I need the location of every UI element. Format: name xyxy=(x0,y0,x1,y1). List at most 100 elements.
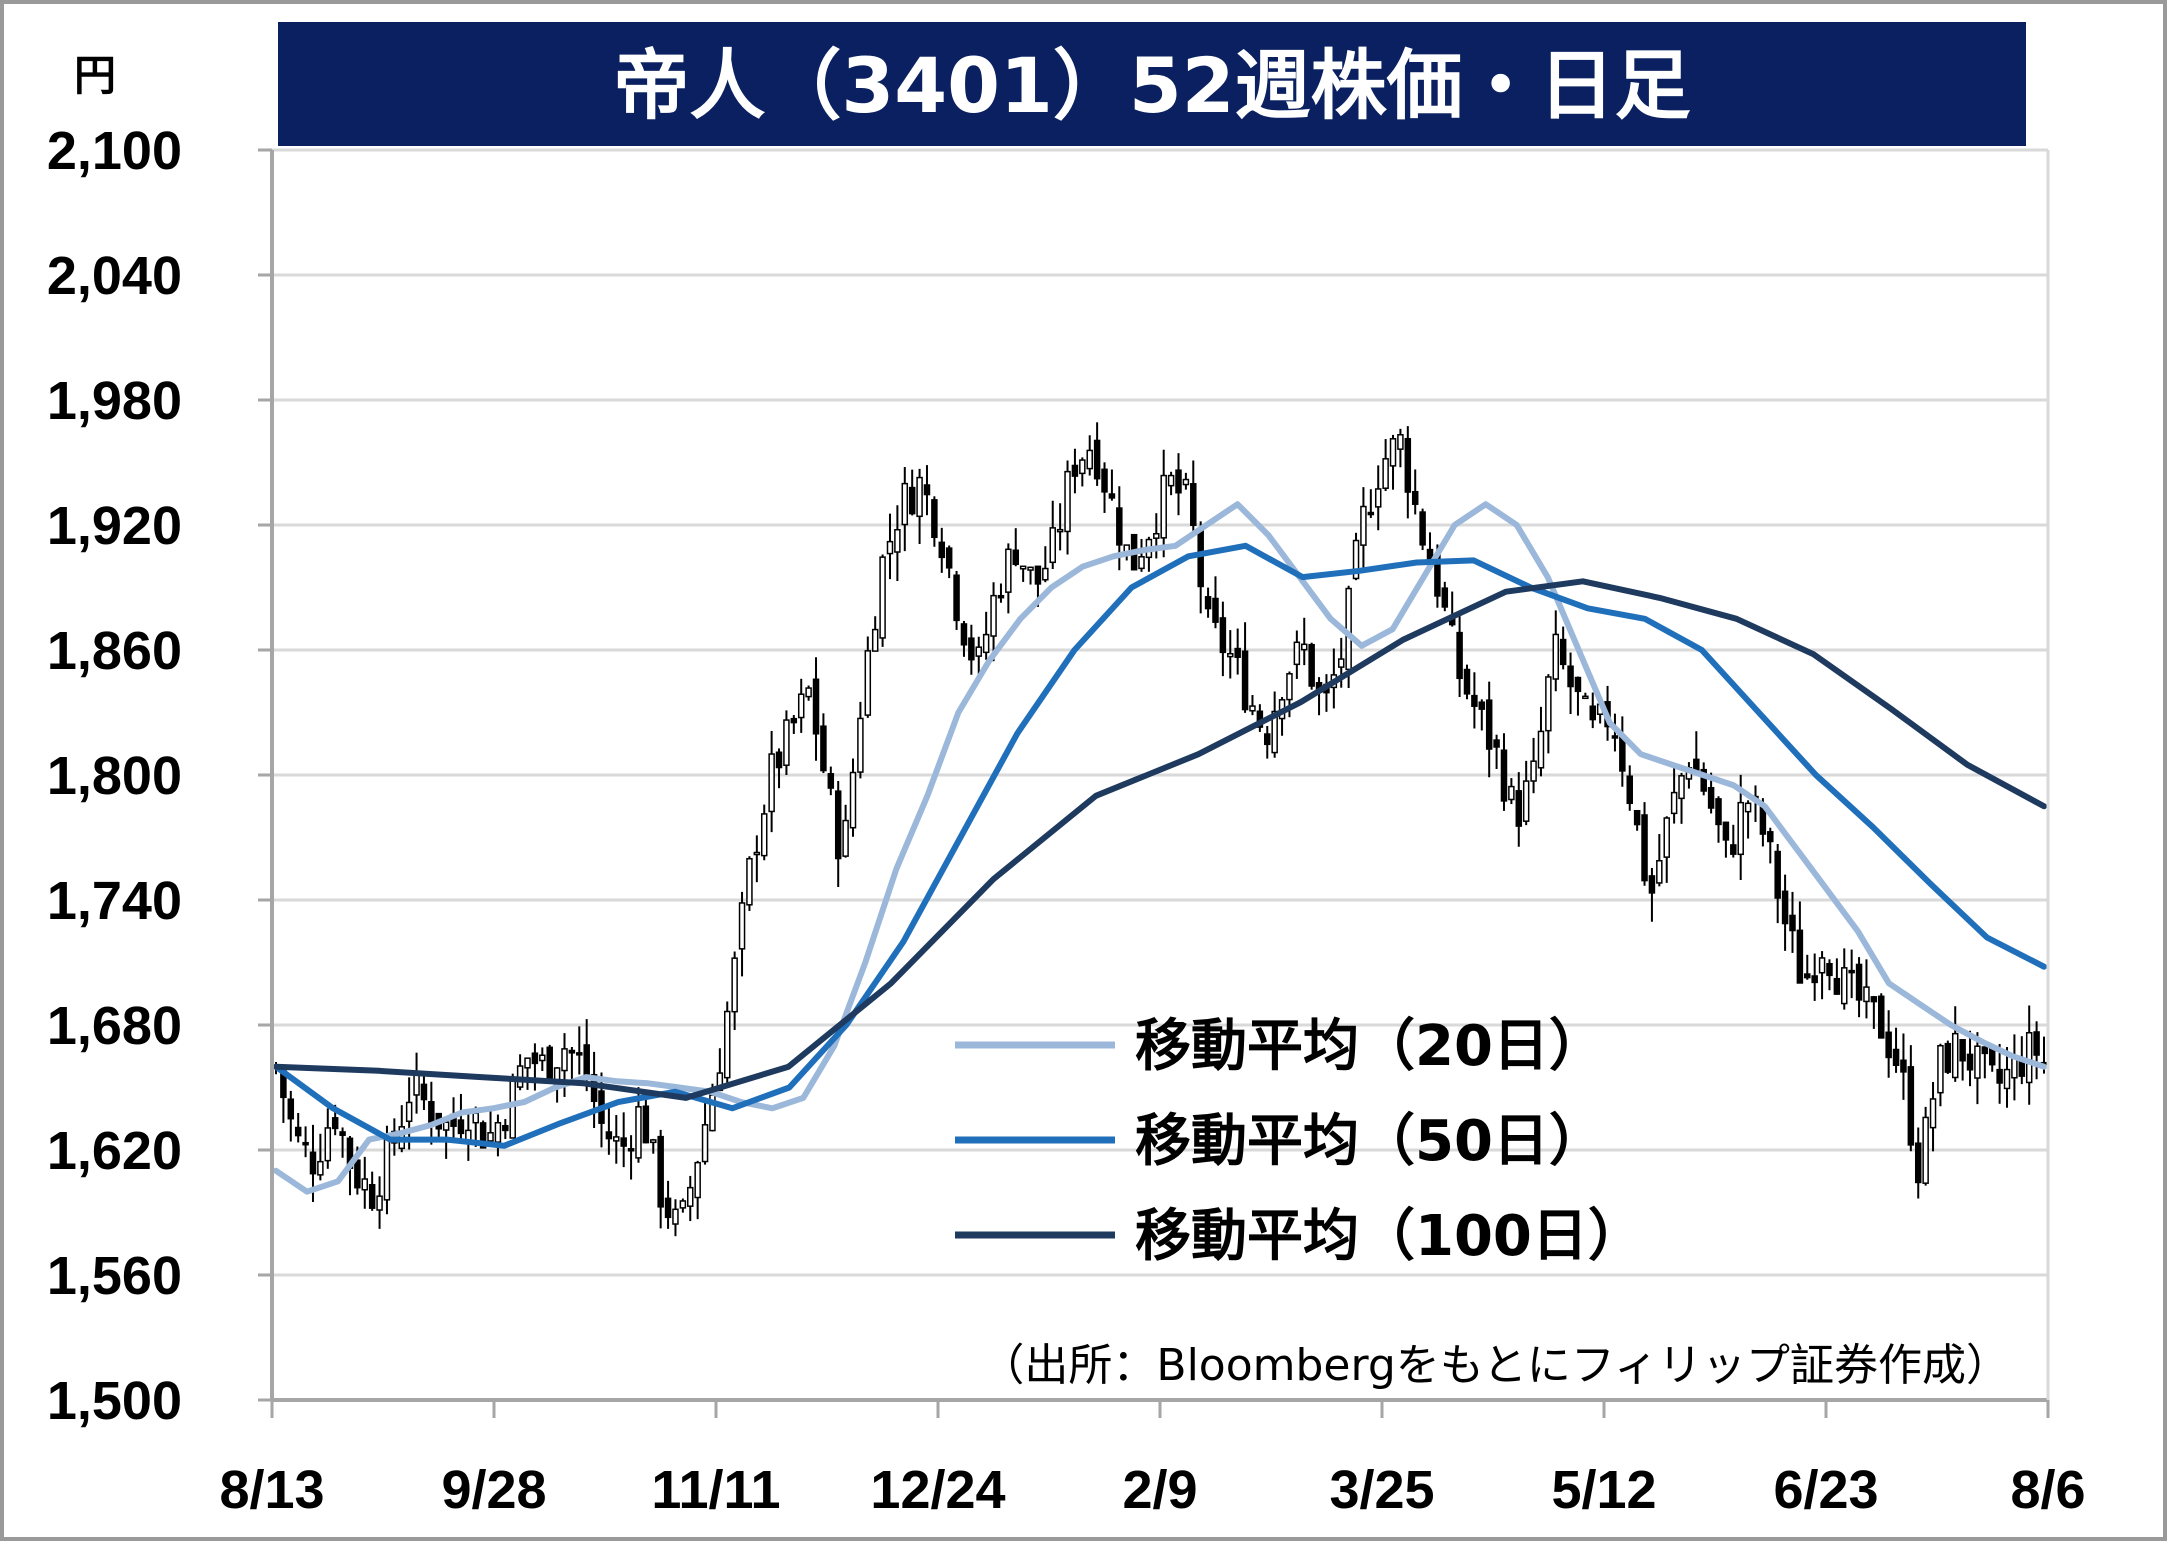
candle-body xyxy=(1293,641,1301,666)
candle-body xyxy=(1951,1032,1959,1079)
candle-body xyxy=(879,556,886,639)
y-axis-ticks: 2,100 2,040 1,980 1,920 1,860 1,800 1,740 1,680… xyxy=(47,121,272,1431)
candle-body xyxy=(1138,556,1145,570)
candle-body xyxy=(1042,567,1049,581)
candle-body xyxy=(960,623,968,646)
candle-body xyxy=(383,1137,391,1201)
candle-body xyxy=(1027,566,1034,571)
candle-body xyxy=(1914,1142,1922,1184)
candle-body xyxy=(1241,650,1249,711)
candle-body xyxy=(1049,527,1056,564)
candle-body xyxy=(1826,963,1833,977)
candle-body xyxy=(1730,844,1737,855)
candle-body xyxy=(820,725,827,772)
candle-body xyxy=(1981,1046,1989,1055)
candle-body xyxy=(2033,1031,2040,1056)
source-note: （出所：Bloombergをもとにフィリップ証券作成） xyxy=(980,1340,2010,1391)
candle-body xyxy=(672,1208,679,1225)
candle-body xyxy=(2025,1032,2033,1084)
legend-label: 移動平均（20日） xyxy=(1135,1014,1605,1079)
candle-body xyxy=(1515,790,1523,827)
candle-body xyxy=(1863,986,1870,1003)
candle-body xyxy=(1611,735,1619,739)
candle-body xyxy=(1796,929,1804,984)
y-tick-label: 1,860 xyxy=(47,621,182,681)
candle-body xyxy=(1870,996,1878,1003)
candle-body xyxy=(783,719,790,766)
candle-body xyxy=(975,646,983,657)
candle-body xyxy=(982,633,990,654)
candle-body xyxy=(1249,705,1256,712)
candle-body xyxy=(635,1106,642,1159)
candle-body xyxy=(1160,474,1167,539)
candle-body xyxy=(1767,831,1774,843)
candle-body xyxy=(1463,668,1471,695)
candle-body xyxy=(857,717,864,773)
candle-body xyxy=(368,1184,376,1209)
candle-body xyxy=(1404,437,1412,493)
x-axis-ticks: 8/13 9/28 11/11 12/24 2/9 3/25 5/12 6/23 8/6 xyxy=(219,1400,2086,1520)
candle-body xyxy=(894,529,901,553)
candle-body xyxy=(1389,438,1397,467)
candle-body xyxy=(1855,963,1863,1001)
candle-body xyxy=(886,540,894,555)
ma-line-2 xyxy=(273,542,2047,1149)
candle-body xyxy=(797,693,805,719)
candle-body xyxy=(916,476,923,518)
y-tick-label: 1,800 xyxy=(47,746,182,806)
candle-body xyxy=(1885,1031,1892,1059)
candle-body xyxy=(294,1126,302,1137)
candle-body xyxy=(997,594,1005,599)
candle-body xyxy=(657,1135,664,1208)
y-unit-label: 円 xyxy=(74,51,116,100)
candle-body xyxy=(945,547,953,569)
candle-body xyxy=(1700,768,1707,792)
gridlines xyxy=(272,148,2048,1402)
candle-body xyxy=(1116,507,1123,546)
candle-body xyxy=(1301,643,1308,651)
candle-body xyxy=(1456,631,1463,680)
candle-body xyxy=(1419,511,1426,546)
candle-body xyxy=(1537,730,1545,769)
x-tick-label: 3/25 xyxy=(1329,1460,1434,1520)
candle-body xyxy=(738,902,746,950)
candle-body xyxy=(731,957,738,1013)
candle-body xyxy=(1648,875,1656,894)
candle-body xyxy=(509,1077,516,1139)
candle-body xyxy=(405,1101,413,1123)
candle-body xyxy=(1670,791,1678,815)
candle-body xyxy=(1774,850,1781,899)
candle-body xyxy=(1271,710,1278,754)
candle-body xyxy=(953,574,960,622)
candle-body xyxy=(1878,995,1885,1039)
ma-line-3 xyxy=(273,578,2047,1101)
x-tick-label: 6/23 xyxy=(1773,1460,1878,1520)
candle-body xyxy=(1167,474,1175,487)
candle-body xyxy=(1744,802,1752,813)
candle-body xyxy=(1944,1042,1952,1073)
candle-body xyxy=(1959,1039,1966,1062)
candle-body xyxy=(1374,488,1382,508)
candle-body xyxy=(442,1121,450,1131)
candle-body xyxy=(1397,434,1404,450)
candle-body xyxy=(842,819,849,857)
candle-body xyxy=(1411,490,1419,505)
candle-body xyxy=(1093,439,1101,480)
candle-body xyxy=(812,678,820,735)
candle-body xyxy=(309,1151,317,1175)
candle-body xyxy=(871,628,879,652)
candle-body xyxy=(494,1121,502,1143)
candle-body xyxy=(1522,780,1530,822)
candle-body xyxy=(1900,1059,1907,1073)
candle-body xyxy=(1567,665,1574,688)
candle-body xyxy=(1781,890,1789,925)
candle-body xyxy=(923,484,931,496)
candle-body xyxy=(664,1197,672,1219)
candle-body xyxy=(1789,914,1796,932)
candle-body xyxy=(746,857,753,906)
candle-body xyxy=(613,1136,620,1142)
candle-body xyxy=(1892,1048,1900,1067)
candle-body xyxy=(1996,1068,2003,1084)
candle-body xyxy=(1545,676,1552,732)
candle-body xyxy=(302,1141,309,1146)
